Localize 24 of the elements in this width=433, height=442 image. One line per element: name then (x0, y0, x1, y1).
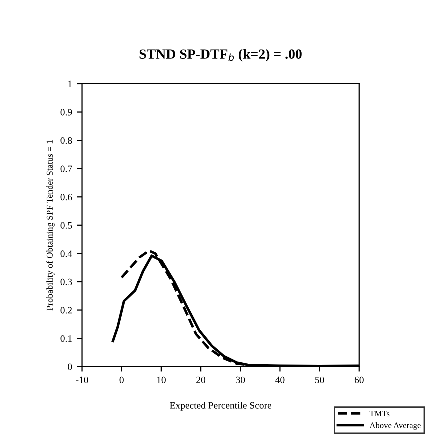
y-tick-label: 0.1 (60, 335, 72, 342)
y-tick-label: 0.6 (60, 194, 72, 201)
x-tick-label: 20 (196, 376, 206, 384)
chart-title: STND SP-DTF$_{b}$ (k=2) = .00 (140, 49, 302, 62)
x-tick-label: 10 (157, 376, 166, 384)
y-axis-title: Probability of Obtaining SPF Tender Status = 1 (46, 140, 55, 311)
y-tick-label: 0.4 (60, 250, 72, 258)
legend-label: Above Average (370, 422, 421, 430)
x-axis-title: Expected Percentile Score (170, 402, 272, 411)
x-tick-label: 40 (276, 376, 285, 384)
x-tick-label: -10 (76, 376, 88, 384)
legend-label: TMTs (370, 411, 390, 417)
y-tick-label: 0.2 (60, 307, 72, 314)
y-tick-label: 0.3 (60, 278, 72, 286)
y-tick-label: 0.5 (60, 222, 72, 229)
y-tick-label: 1 (68, 80, 72, 88)
x-tick-label: 30 (236, 376, 246, 384)
y-tick-label: 0.9 (60, 109, 72, 116)
y-tick-label: 0.7 (60, 166, 72, 172)
x-tick-label: 60 (354, 376, 364, 384)
x-tick-label: 50 (316, 376, 324, 384)
y-tick-label: 0 (68, 364, 72, 370)
x-tick-label: 0 (120, 376, 124, 384)
y-tick-label: 0.8 (60, 137, 72, 144)
